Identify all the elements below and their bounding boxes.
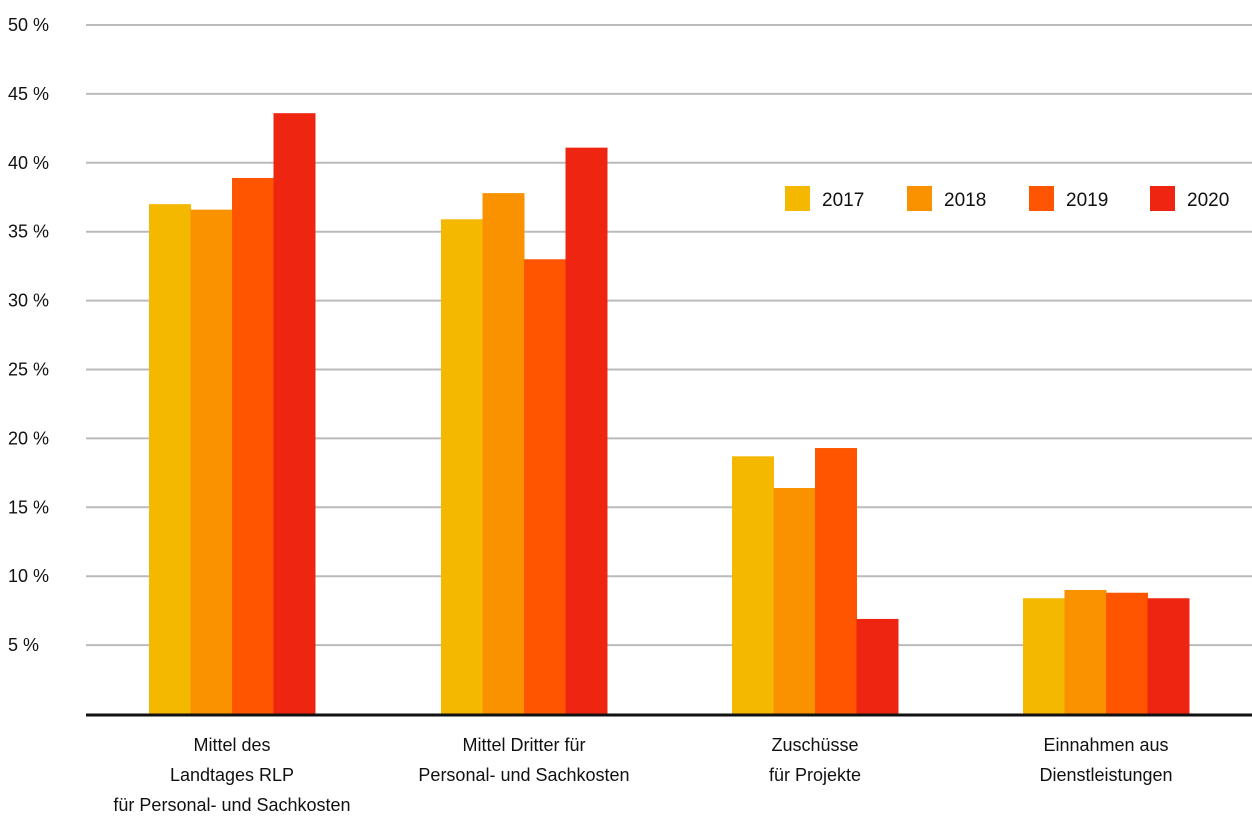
y-tick-label: 10 % bbox=[8, 566, 49, 586]
bar-2018 bbox=[773, 488, 816, 714]
bar-2020 bbox=[856, 618, 899, 714]
y-tick-label: 45 % bbox=[8, 84, 49, 104]
bar-2019 bbox=[815, 448, 857, 714]
bar-2020 bbox=[273, 113, 316, 714]
category-label: Personal- und Sachkosten bbox=[418, 765, 629, 785]
y-tick-label: 35 % bbox=[8, 222, 49, 242]
y-tick-label: 20 % bbox=[8, 428, 49, 448]
y-tick-label: 30 % bbox=[8, 291, 49, 311]
bar-2017 bbox=[441, 219, 483, 714]
bar-2020 bbox=[565, 147, 608, 715]
legend-swatch-2018 bbox=[907, 186, 932, 211]
bar-2018 bbox=[190, 209, 233, 715]
legend-swatch-2020 bbox=[1150, 186, 1175, 211]
category-label: Mittel Dritter für bbox=[462, 735, 585, 755]
bars bbox=[149, 113, 1190, 715]
bar-2017 bbox=[732, 456, 774, 714]
y-tick-label: 25 % bbox=[8, 360, 49, 380]
bar-2019 bbox=[1106, 592, 1148, 714]
category-label: Mittel des bbox=[193, 735, 270, 755]
bar-2019 bbox=[524, 259, 566, 714]
y-tick-label: 5 % bbox=[8, 635, 39, 655]
category-label: Zuschüsse bbox=[771, 735, 858, 755]
legend-label-2019: 2019 bbox=[1066, 190, 1108, 211]
bar-2019 bbox=[232, 177, 274, 714]
category-label: Landtages RLP bbox=[170, 765, 294, 785]
bar-2020 bbox=[1147, 598, 1190, 714]
legend-label-2017: 2017 bbox=[822, 190, 864, 211]
legend-swatch-2019 bbox=[1029, 186, 1054, 211]
legend-label-2020: 2020 bbox=[1187, 190, 1229, 211]
legend: 2017 2018 2019 2020 bbox=[785, 186, 1229, 211]
legend-swatch-2017 bbox=[785, 186, 810, 211]
bar-2018 bbox=[1064, 589, 1107, 714]
category-label: Einnahmen aus bbox=[1043, 735, 1168, 755]
bar-2018 bbox=[482, 193, 525, 715]
y-tick-label: 40 % bbox=[8, 153, 49, 173]
bar-2017 bbox=[1023, 598, 1065, 714]
category-label: Dienstleistungen bbox=[1039, 765, 1172, 785]
legend-label-2018: 2018 bbox=[944, 190, 986, 211]
y-tick-label: 15 % bbox=[8, 497, 49, 517]
category-label: für Projekte bbox=[769, 765, 861, 785]
category-labels: Mittel des Landtages RLP für Personal- und… bbox=[113, 735, 1172, 815]
y-axis-tick-labels: 5 % 10 % 15 % 20 % 25 % 30 % 35 % 40 % 45 % 50 % bbox=[8, 15, 49, 655]
bar-2017 bbox=[149, 204, 191, 714]
category-label: für Personal- und Sachkosten bbox=[113, 795, 350, 815]
y-tick-label: 50 % bbox=[8, 15, 49, 35]
